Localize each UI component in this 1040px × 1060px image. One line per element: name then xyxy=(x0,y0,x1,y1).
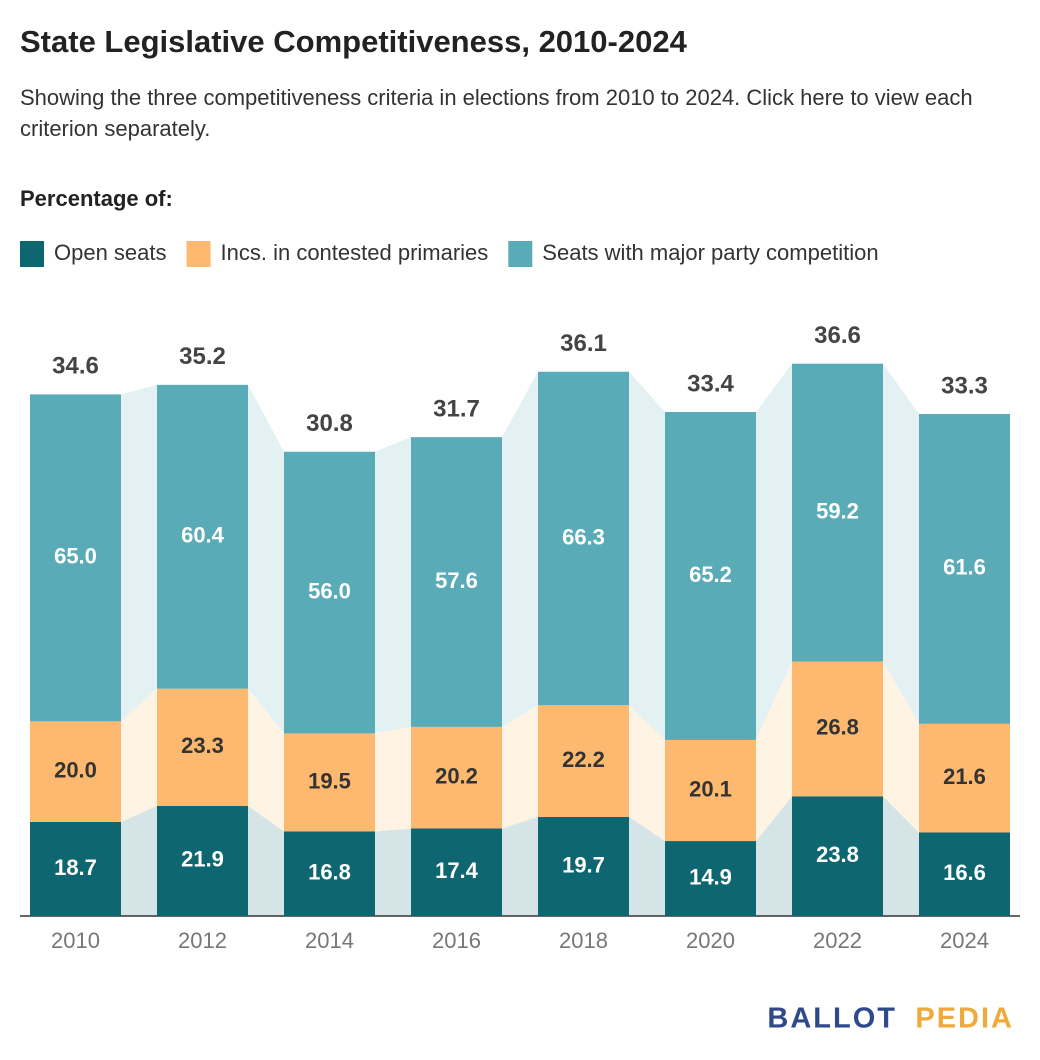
flow xyxy=(375,828,411,916)
x-tick-label: 2012 xyxy=(178,928,227,953)
bar-segment xyxy=(792,796,883,916)
brand-ballot: BALLOT xyxy=(767,1003,897,1035)
segment-label: 18.7 xyxy=(54,855,97,880)
bar-segment xyxy=(157,688,248,806)
segment-label: 20.0 xyxy=(54,757,97,782)
flow xyxy=(502,705,538,829)
segment-label: 22.2 xyxy=(562,747,605,772)
flow xyxy=(121,688,157,822)
segment-label: 19.7 xyxy=(562,852,605,877)
segment-label: 66.3 xyxy=(562,524,605,549)
segment-label: 65.2 xyxy=(689,562,732,587)
flow xyxy=(629,705,665,842)
bar-segment xyxy=(919,832,1010,916)
x-tick-label: 2014 xyxy=(305,928,354,953)
bar-segment xyxy=(30,821,121,916)
segment-label: 16.6 xyxy=(943,860,986,885)
flow xyxy=(248,805,284,916)
chart-title: State Legislative Competitiveness, 2010-… xyxy=(20,24,688,59)
segment-label: 23.8 xyxy=(816,842,859,867)
total-label: 33.4 xyxy=(687,370,734,397)
flow xyxy=(629,816,665,916)
total-label: 35.2 xyxy=(179,343,226,370)
legend-swatch xyxy=(20,241,44,267)
x-tick-label: 2020 xyxy=(686,928,735,953)
segment-label: 17.4 xyxy=(435,858,479,883)
segment-label: 19.5 xyxy=(308,768,351,793)
chart-subtitle[interactable]: Showing the three competitiveness criter… xyxy=(20,85,973,141)
total-label: 34.6 xyxy=(52,353,99,380)
flow xyxy=(502,816,538,916)
flow xyxy=(248,384,284,734)
bar-segment xyxy=(538,816,629,916)
bar-segment xyxy=(284,831,375,916)
legend-label: Incs. in contested primaries xyxy=(221,240,489,265)
bar-segment xyxy=(792,363,883,662)
total-label: 36.6 xyxy=(814,322,861,349)
segment-label: 61.6 xyxy=(943,555,986,580)
total-label: 30.8 xyxy=(306,410,353,437)
segment-label: 60.4 xyxy=(181,523,225,548)
flow xyxy=(121,384,157,722)
flow xyxy=(629,371,665,740)
bar-segment xyxy=(30,721,121,822)
bar-segment xyxy=(411,828,502,916)
segment-label: 21.9 xyxy=(181,847,224,872)
legend-label: Open seats xyxy=(54,240,167,265)
bar-segment xyxy=(411,437,502,727)
total-label: 36.1 xyxy=(560,330,607,357)
segment-label: 20.1 xyxy=(689,776,732,801)
segment-label: 21.6 xyxy=(943,764,986,789)
total-label: 31.7 xyxy=(433,395,480,422)
bar-segment xyxy=(792,661,883,797)
flow xyxy=(756,363,792,740)
brand-pedia: PEDIA xyxy=(915,1003,1014,1035)
flow xyxy=(502,371,538,727)
flow xyxy=(375,726,411,832)
segment-label: 20.2 xyxy=(435,763,478,788)
segment-label: 65.0 xyxy=(54,544,97,569)
flow xyxy=(121,805,157,916)
segment-label: 26.8 xyxy=(816,715,859,740)
flow xyxy=(756,661,792,842)
bar-segment xyxy=(157,805,248,916)
bar-segment xyxy=(284,733,375,832)
bar-segment xyxy=(919,723,1010,833)
legend-label: Seats with major party competition xyxy=(542,240,878,265)
flow xyxy=(756,796,792,916)
bar-segment xyxy=(411,726,502,829)
flow xyxy=(883,363,919,724)
x-tick-label: 2010 xyxy=(51,928,100,953)
total-label: 33.3 xyxy=(941,372,988,399)
bar-segment xyxy=(30,394,121,722)
flow xyxy=(375,437,411,734)
segment-label: 59.2 xyxy=(816,498,859,523)
segment-label: 56.0 xyxy=(308,578,351,603)
legend-swatch xyxy=(508,241,533,267)
subtitle-box: Showing the three competitiveness criter… xyxy=(20,85,973,141)
bar-segment xyxy=(665,411,756,740)
x-tick-label: 2022 xyxy=(813,928,862,953)
segment-label: 57.6 xyxy=(435,568,478,593)
x-tick-label: 2018 xyxy=(559,928,608,953)
bar-segment xyxy=(538,371,629,706)
flow xyxy=(883,796,919,916)
bar-segment xyxy=(919,414,1010,724)
bar-segment xyxy=(284,451,375,734)
legend-title: Percentage of: xyxy=(20,186,173,211)
legend-swatch xyxy=(186,241,211,267)
bar-segment xyxy=(665,739,756,842)
flow xyxy=(883,661,919,833)
flow xyxy=(248,688,284,832)
x-tick-label: 2024 xyxy=(940,928,989,953)
x-tick-label: 2016 xyxy=(432,928,481,953)
bar-segment xyxy=(665,841,756,916)
segment-label: 16.8 xyxy=(308,860,351,885)
segment-label: 14.9 xyxy=(689,864,732,889)
bar-segment xyxy=(538,705,629,817)
bar-segment xyxy=(157,384,248,689)
segment-label: 23.3 xyxy=(181,733,224,758)
